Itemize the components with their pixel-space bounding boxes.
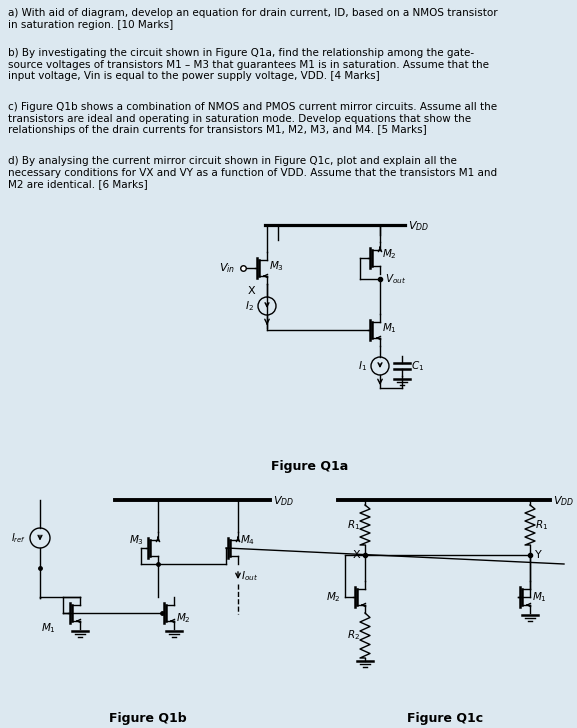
Text: X: X [248, 286, 255, 296]
Text: $I_{ref}$: $I_{ref}$ [11, 531, 26, 545]
Text: $V_{out}$: $V_{out}$ [385, 272, 406, 286]
Text: $R_1$: $R_1$ [535, 518, 548, 532]
Text: $C_1$: $C_1$ [411, 359, 424, 373]
Text: $I_2$: $I_2$ [245, 299, 254, 313]
Text: $R_2$: $R_2$ [347, 628, 360, 642]
Text: $M_1$: $M_1$ [41, 621, 56, 635]
Text: $V_{DD}$: $V_{DD}$ [553, 494, 574, 508]
Text: $M_4$: $M_4$ [240, 533, 255, 547]
Text: $V_{DD}$: $V_{DD}$ [273, 494, 294, 508]
Text: $M_1$: $M_1$ [382, 321, 397, 335]
Text: Figure Q1a: Figure Q1a [271, 460, 349, 473]
Text: $M_3$: $M_3$ [129, 533, 144, 547]
Text: $M_2$: $M_2$ [176, 611, 191, 625]
Text: $M_2$: $M_2$ [382, 247, 397, 261]
Text: d) By analysing the current mirror circuit shown in Figure Q1c, plot and explain: d) By analysing the current mirror circu… [8, 156, 497, 189]
Text: X: X [353, 550, 360, 560]
Text: Figure Q1b: Figure Q1b [109, 712, 187, 725]
Text: $V_{in}$: $V_{in}$ [219, 261, 235, 275]
Text: $R_1$: $R_1$ [347, 518, 360, 532]
Text: $I_1$: $I_1$ [358, 359, 367, 373]
Text: $V_{DD}$: $V_{DD}$ [408, 219, 429, 233]
Text: a) With aid of diagram, develop an equation for drain current, ID, based on a NM: a) With aid of diagram, develop an equat… [8, 8, 497, 30]
Text: Y: Y [535, 550, 542, 560]
Text: Figure Q1c: Figure Q1c [407, 712, 483, 725]
Text: $M_3$: $M_3$ [269, 259, 284, 273]
Text: c) Figure Q1b shows a combination of NMOS and PMOS current mirror circuits. Assu: c) Figure Q1b shows a combination of NMO… [8, 102, 497, 135]
Text: b) By investigating the circuit shown in Figure Q1a, find the relationship among: b) By investigating the circuit shown in… [8, 48, 489, 82]
Text: $M_1$: $M_1$ [532, 590, 547, 604]
Text: $I_{out}$: $I_{out}$ [241, 569, 258, 583]
Text: $M_2$: $M_2$ [326, 590, 341, 604]
